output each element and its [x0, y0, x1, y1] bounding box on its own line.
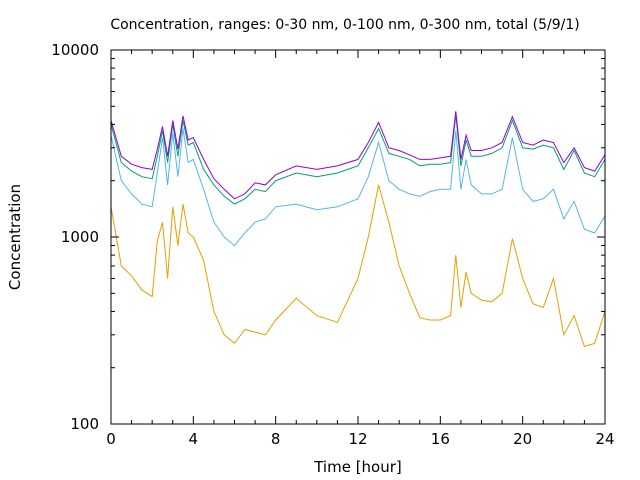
chart-title: Concentration, ranges: 0-30 nm, 0-100 nm… — [110, 17, 579, 33]
x-tick-label: 4 — [189, 430, 199, 448]
y-axis-label: Concentration — [6, 184, 24, 290]
y-tick-label: 10000 — [51, 41, 99, 59]
plot-frame — [110, 49, 606, 425]
x-tick-label: 20 — [513, 430, 532, 448]
x-tick-label: 8 — [271, 430, 281, 448]
series-line-1 — [110, 184, 606, 348]
x-tick-label: 24 — [595, 430, 614, 448]
x-tick-label: 16 — [431, 430, 450, 448]
y-tick-label: 100 — [70, 415, 99, 433]
series-line-3 — [110, 114, 606, 205]
x-axis-label: Time [hour] — [313, 458, 402, 476]
ticks-layer: 0 4 8 12 16 20 24 100 1000 10000 — [51, 41, 614, 448]
x-tick-label: 0 — [106, 430, 116, 448]
y-tick-label: 1000 — [61, 228, 99, 246]
series-layer — [110, 111, 606, 348]
series-line-2 — [110, 128, 606, 247]
x-tick-label: 12 — [348, 430, 367, 448]
series-line-4 — [110, 111, 606, 200]
